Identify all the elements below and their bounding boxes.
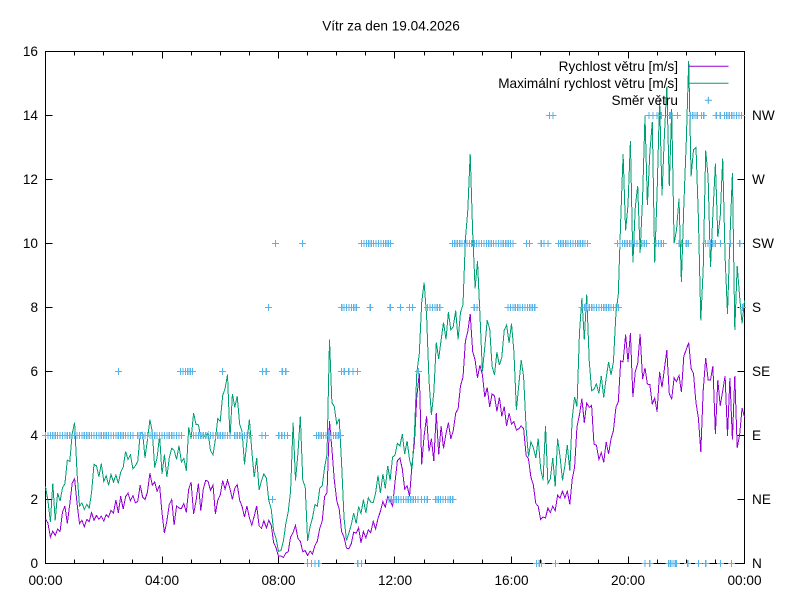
svg-text:10: 10 [23,236,39,251]
svg-text:N: N [752,556,762,571]
svg-text:6: 6 [30,364,38,379]
svg-text:Směr větru: Směr větru [612,93,678,108]
svg-text:W: W [752,172,765,187]
svg-text:SE: SE [752,364,770,379]
svg-text:00:00: 00:00 [727,573,761,588]
svg-text:E: E [752,428,761,443]
svg-text:4: 4 [30,428,38,443]
svg-text:14: 14 [23,108,39,123]
svg-text:S: S [752,300,761,315]
svg-text:12: 12 [23,172,38,187]
svg-text:NE: NE [752,492,771,507]
svg-text:Maximální rychlost větru [m/s]: Maximální rychlost větru [m/s] [498,76,678,91]
svg-text:20:00: 20:00 [611,573,645,588]
svg-text:SW: SW [752,236,774,251]
svg-text:NW: NW [752,108,775,123]
svg-text:0: 0 [30,556,38,571]
svg-text:00:00: 00:00 [28,573,62,588]
svg-text:04:00: 04:00 [145,573,179,588]
svg-text:16: 16 [23,44,38,59]
svg-text:Vítr za den 19.04.2026: Vítr za den 19.04.2026 [322,19,460,34]
svg-text:16:00: 16:00 [494,573,528,588]
svg-text:Rychlost větru [m/s]: Rychlost větru [m/s] [559,59,678,74]
svg-text:8: 8 [30,300,38,315]
svg-text:08:00: 08:00 [261,573,295,588]
svg-text:12:00: 12:00 [378,573,412,588]
svg-text:2: 2 [30,492,38,507]
